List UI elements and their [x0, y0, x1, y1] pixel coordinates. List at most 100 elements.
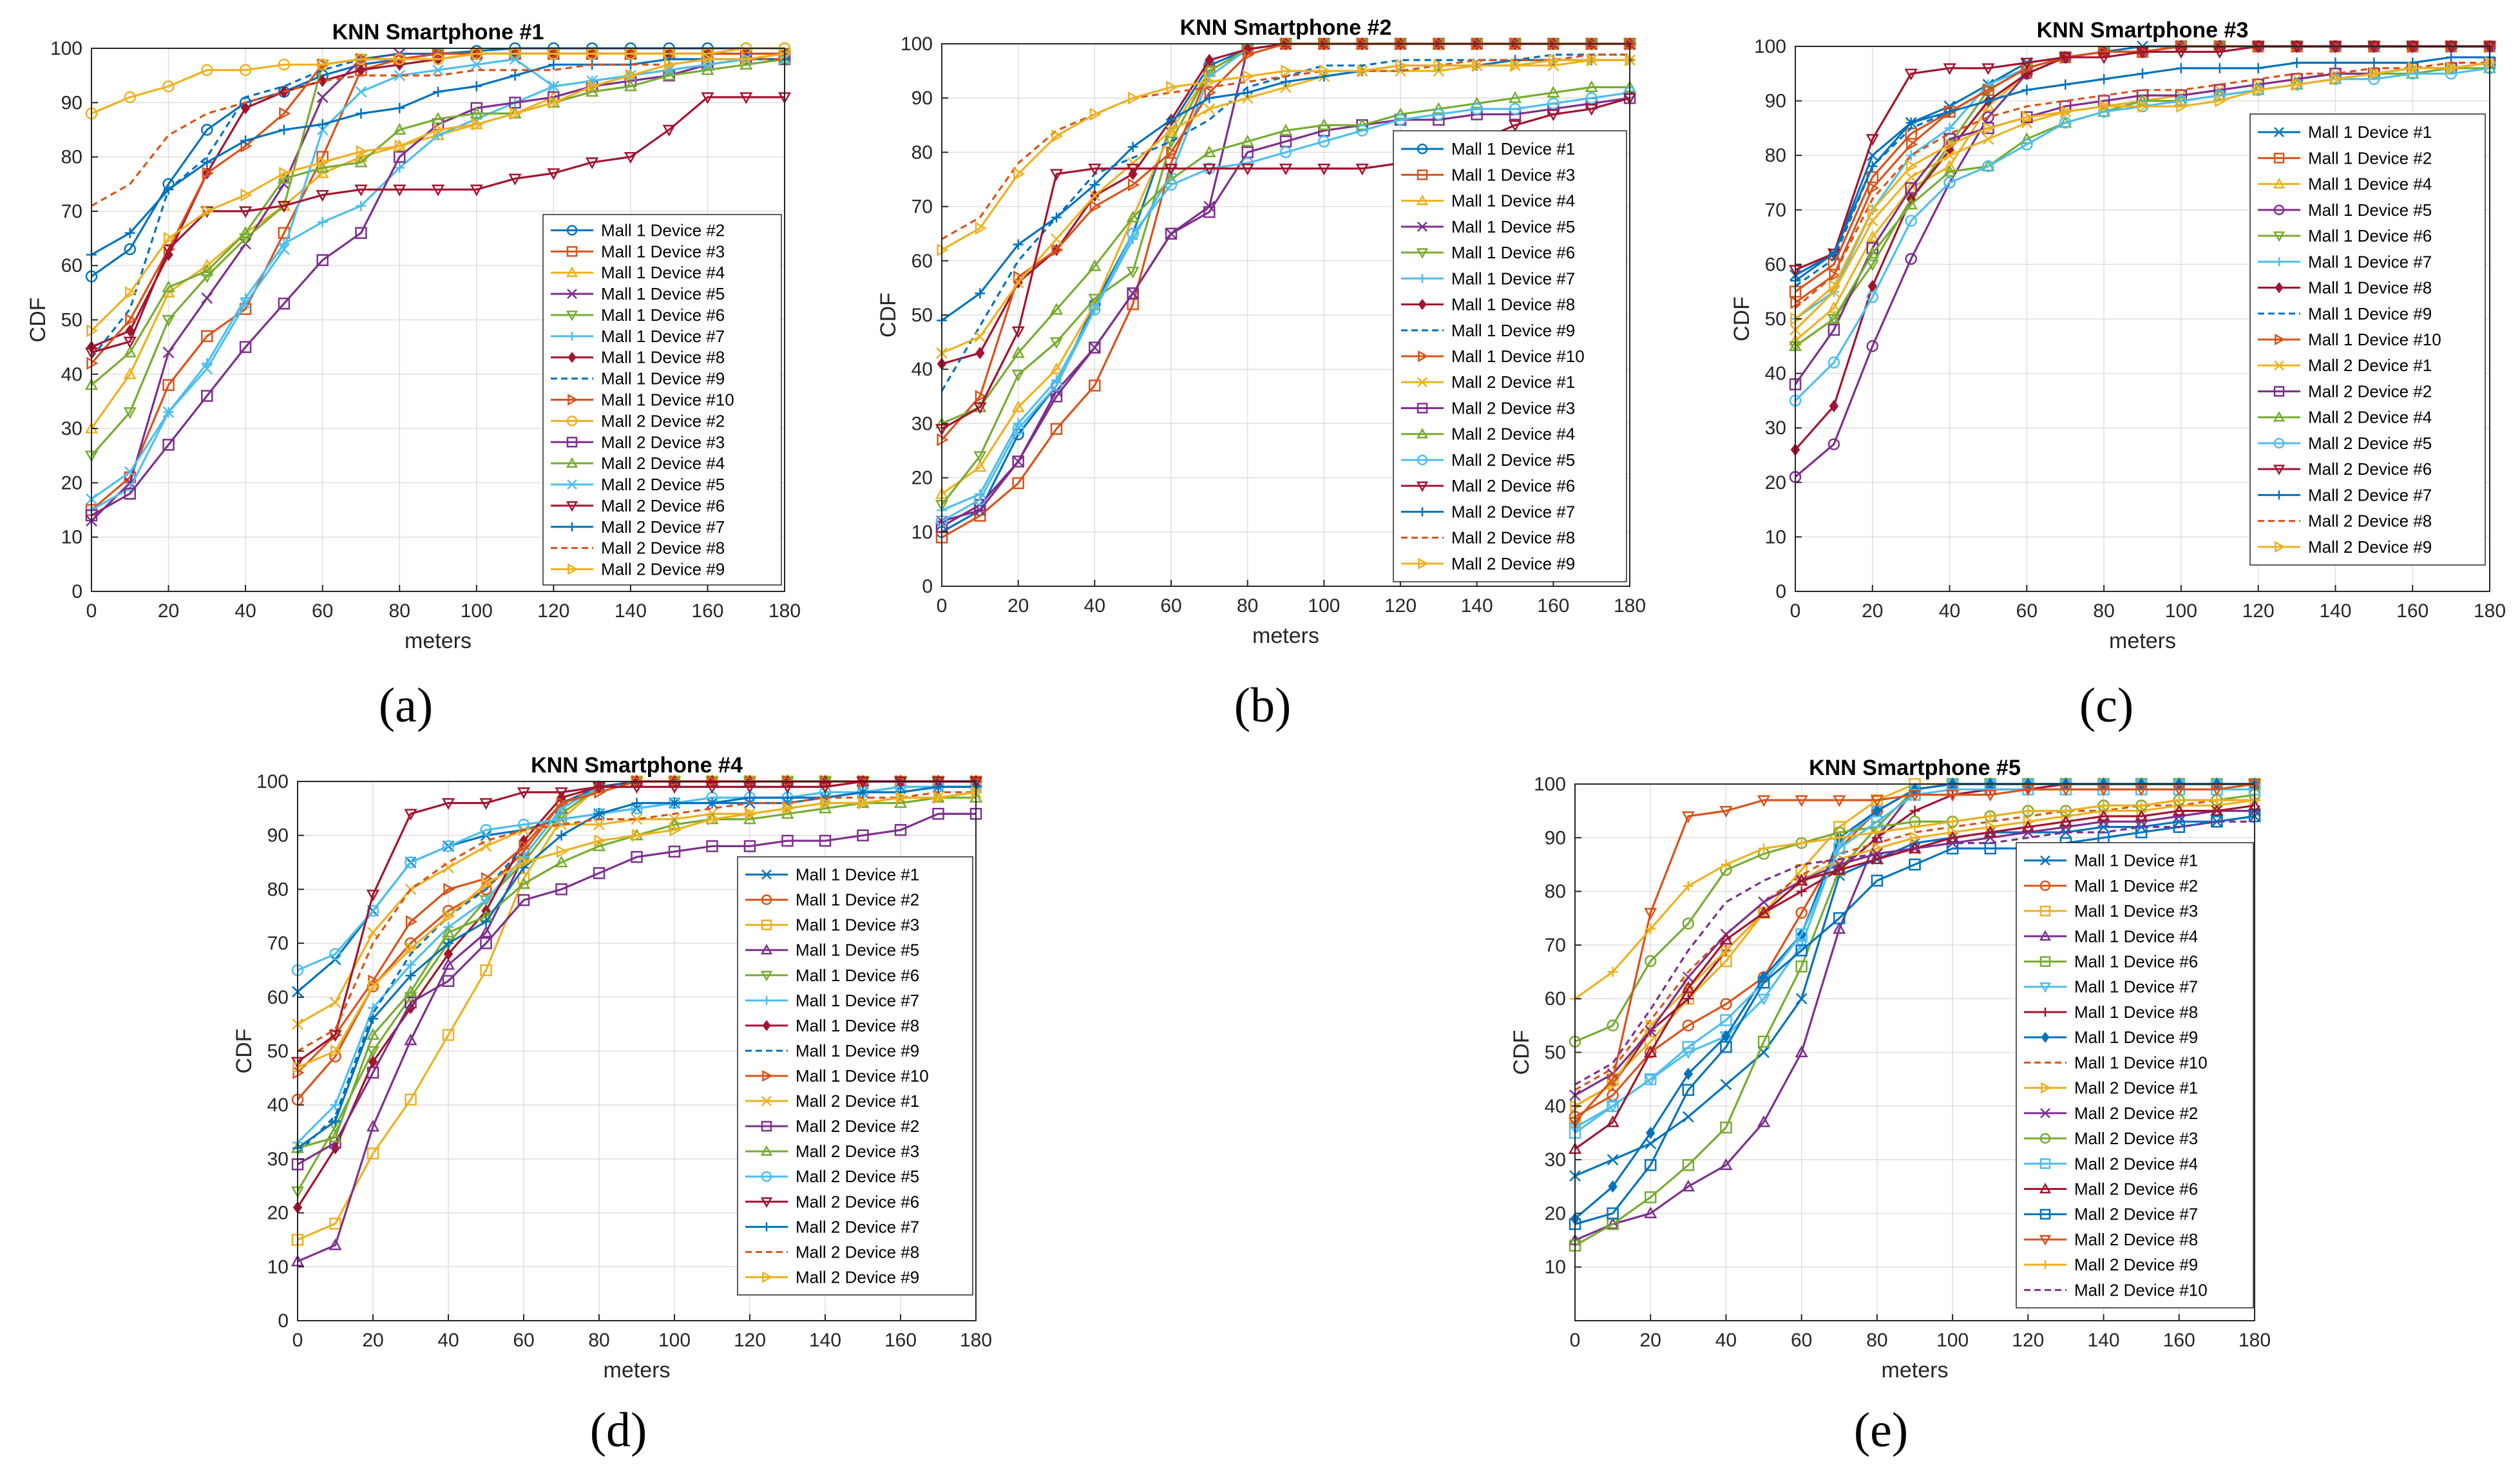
data-point — [481, 877, 493, 891]
data-point — [316, 254, 329, 267]
legend-marker — [2039, 1133, 2051, 1144]
data-point — [585, 157, 599, 169]
data-point — [1829, 269, 1841, 282]
data-point — [123, 407, 137, 419]
data-point — [2446, 61, 2458, 75]
data-point — [668, 845, 681, 858]
data-point — [631, 828, 644, 842]
data-point — [1682, 1159, 1695, 1171]
data-point — [1319, 64, 1331, 78]
x-tick-label: 20 — [1007, 595, 1029, 617]
data-point — [1833, 795, 1846, 807]
data-point — [1049, 362, 1064, 374]
data-point — [162, 314, 175, 327]
y-tick-label: 0 — [1775, 581, 1786, 602]
legend-item: Mall 2 Device #4 — [2258, 408, 2432, 427]
legend-label: Mall 1 Device #8 — [2308, 278, 2432, 298]
data-point — [330, 1116, 341, 1127]
data-point — [894, 824, 907, 836]
data-point — [1317, 118, 1331, 130]
data-point — [593, 867, 606, 879]
legend-item: Mall 1 Device #2 — [2258, 148, 2432, 168]
data-point — [1682, 1111, 1694, 1123]
data-point — [2059, 52, 2072, 64]
data-point — [1866, 134, 1879, 146]
data-point — [355, 227, 367, 239]
data-point — [356, 200, 367, 211]
data-point — [2098, 800, 2109, 811]
legend-item: Mall 2 Device #3 — [2024, 1129, 2198, 1148]
data-point — [1355, 164, 1369, 176]
panel-label: (a) — [379, 678, 433, 732]
data-point — [1050, 423, 1063, 436]
legend-label: Mall 1 Device #5 — [796, 941, 919, 960]
data-point — [1983, 825, 1997, 838]
data-point — [973, 402, 987, 414]
legend-label: Mall 1 Device #9 — [2074, 1028, 2198, 1047]
data-point — [707, 812, 720, 826]
data-point — [1126, 210, 1140, 223]
data-point — [933, 790, 946, 805]
legend-label: Mall 2 Device #2 — [796, 1116, 919, 1136]
legend-item: Mall 2 Device #7 — [551, 517, 725, 537]
data-point — [479, 798, 493, 810]
y-tick-label: 10 — [61, 527, 82, 548]
panel-label: (d) — [590, 1403, 647, 1457]
legend-marker — [1416, 248, 1429, 259]
data-point — [2020, 132, 2034, 144]
data-point — [316, 124, 329, 136]
legend-item: Mall 1 Device #3 — [745, 915, 919, 935]
x-tick-label: 60 — [1791, 1330, 1812, 1351]
legend-item: Mall 2 Device #6 — [2258, 459, 2432, 479]
data-point — [1719, 1158, 1733, 1171]
data-point — [2173, 821, 2186, 833]
data-point — [481, 916, 492, 927]
x-tick-label: 20 — [362, 1330, 383, 1351]
legend-item: Mall 2 Device #8 — [1401, 528, 1575, 548]
data-point — [508, 173, 522, 186]
data-point — [1051, 243, 1064, 257]
legend-label: Mall 2 Device #3 — [796, 1142, 919, 1161]
legend-item: Mall 1 Device #7 — [2024, 977, 2198, 997]
legend-label: Mall 2 Device #2 — [2308, 381, 2432, 401]
legend-item: Mall 1 Device #5 — [551, 284, 725, 303]
legend-label: Mall 2 Device #1 — [2308, 356, 2432, 375]
legend-item: Mall 1 Device #1 — [1401, 139, 1575, 158]
legend-marker — [762, 995, 771, 1005]
x-axis-label: meters — [405, 629, 472, 653]
data-point — [1943, 63, 1956, 75]
data-point — [624, 151, 638, 164]
data-point — [1607, 1019, 1619, 1032]
y-tick-label: 60 — [1765, 254, 1786, 275]
data-point — [517, 787, 531, 800]
data-point — [329, 1130, 342, 1143]
y-tick-label: 40 — [61, 364, 82, 385]
data-point — [1011, 326, 1025, 338]
data-point — [857, 796, 870, 810]
legend-marker — [760, 1145, 773, 1156]
data-point — [1241, 164, 1254, 176]
legend-marker — [2275, 333, 2286, 346]
data-point — [818, 781, 832, 794]
data-point — [1089, 379, 1101, 392]
x-tick-label: 0 — [292, 1330, 303, 1351]
x-axis-label: meters — [604, 1358, 671, 1383]
data-point — [1242, 87, 1253, 98]
data-point — [1165, 227, 1178, 240]
data-point — [1088, 164, 1102, 176]
data-point — [1127, 287, 1139, 300]
x-tick-label: 40 — [1084, 595, 1105, 617]
data-point — [2099, 99, 2111, 113]
legend-marker — [762, 1222, 771, 1232]
data-point — [239, 64, 252, 76]
data-point — [2135, 46, 2150, 59]
data-point — [2172, 804, 2186, 816]
data-point — [278, 124, 289, 135]
legend-marker — [2039, 1182, 2052, 1194]
data-point — [2446, 52, 2457, 62]
legend-item: Mall 2 Device #5 — [745, 1167, 919, 1186]
data-point — [702, 52, 715, 66]
y-tick-label: 80 — [1765, 145, 1786, 166]
data-point — [2136, 800, 2147, 811]
